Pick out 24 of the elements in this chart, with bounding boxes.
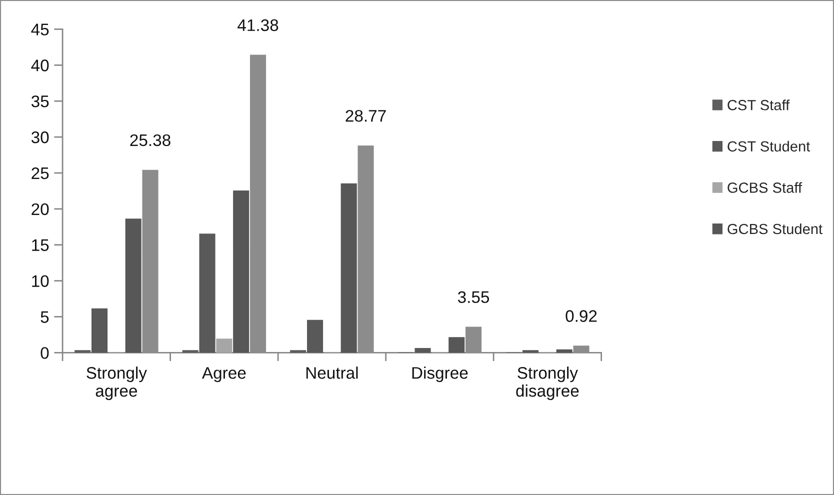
y-tick-label: 0 [40, 347, 49, 359]
data-label: 3.55 [458, 291, 490, 304]
y-tick-label: 40 [31, 60, 49, 72]
y-tick-label: 35 [31, 95, 49, 108]
legend-label: CST Staff [728, 100, 790, 110]
x-tick-label: Strongly agree [86, 366, 147, 400]
y-tick-label: 5 [40, 311, 49, 323]
data-label: 28.77 [346, 110, 386, 122]
legend-label: GCBS Student [728, 223, 822, 234]
y-tick-label: 30 [31, 131, 49, 144]
y-tick-label: 25 [32, 167, 49, 180]
x-tick-label: Agree [202, 367, 246, 382]
legend-label: CST Student [728, 140, 810, 152]
data-label: 0.92 [566, 310, 597, 322]
data-label: 25.38 [130, 134, 170, 146]
x-tick-label: Disgree [412, 366, 468, 382]
y-tick-label: 10 [32, 275, 49, 288]
y-tick-label: 20 [32, 203, 49, 216]
data-label: 41.38 [238, 19, 278, 32]
y-tick-label: 45 [31, 24, 49, 36]
x-tick-label: Neutral [306, 366, 358, 379]
x-tick-label: Strongly disagree [516, 366, 579, 400]
y-tick-label: 15 [32, 239, 49, 252]
legend-label: GCBS Staff [728, 182, 802, 193]
